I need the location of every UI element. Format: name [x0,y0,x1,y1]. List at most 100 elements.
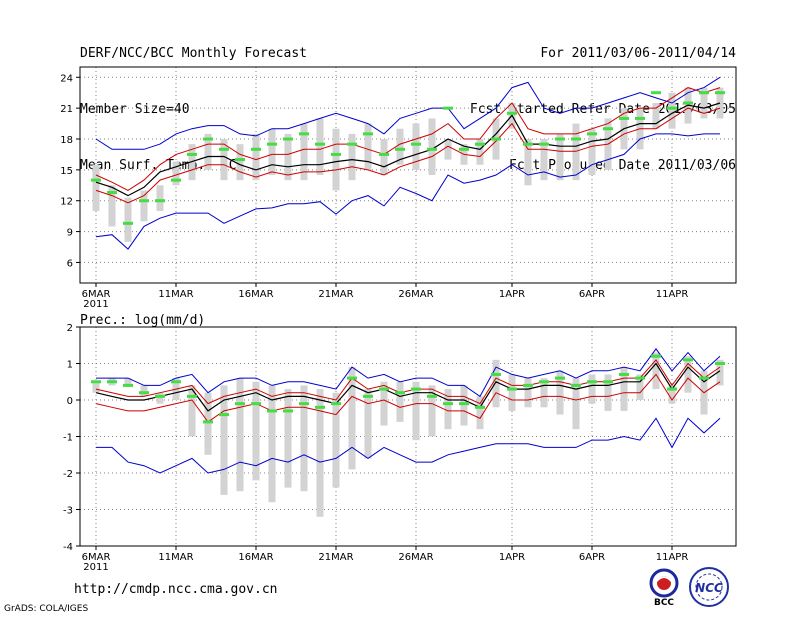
spread-box [524,139,532,186]
spread-box [156,185,164,211]
y-tick-label: 12 [60,197,73,208]
spread-box [556,370,564,415]
spread-box [364,123,372,170]
spread-box [700,87,708,119]
median-marker [683,101,693,105]
median-marker [603,127,613,131]
y-tick-label: 21 [60,104,73,115]
x-tick-label: 11APR [656,289,689,300]
median-marker [187,152,197,156]
spread-box [652,103,660,129]
median-marker [155,394,165,398]
spread-box [684,356,692,393]
median-marker [347,376,357,380]
median-marker [331,402,341,406]
x-tick-label: 11APR [656,552,689,563]
median-marker [491,137,501,141]
spread-box [716,359,724,386]
x-tick-label: 1APR [499,289,525,300]
median-marker [283,137,293,141]
series-mean-line [95,102,721,197]
spread-box [396,128,404,165]
median-marker [203,420,213,424]
series-min-line [96,417,721,474]
spread-box [508,374,516,411]
spread-box [300,385,308,492]
x-tick-label: 21MAR [318,289,353,300]
x-tick-label: 11MAR [158,552,193,563]
x-tick-label: 6APR [579,552,605,563]
median-marker [683,358,693,362]
spread-box [540,139,548,181]
median-marker [555,137,565,141]
spread-box [476,396,484,430]
median-marker [635,376,645,380]
bcc-logo-ring [649,568,679,598]
series-max-line [95,76,721,150]
spread-box [348,367,356,470]
median-marker [459,402,469,406]
spread-box [428,385,436,437]
median-marker [395,147,405,151]
series-upper-line [95,359,721,405]
median-marker [139,391,149,395]
bcc-logo-core [657,576,671,590]
y-tick-label: 18 [60,135,73,146]
y-tick-label: 0 [67,396,73,407]
median-marker [459,147,469,151]
median-marker [475,142,485,146]
x-tick-label: 6MAR [82,552,111,563]
median-marker [411,387,421,391]
median-marker [283,409,293,413]
spread-box [380,381,388,426]
y-tick-label: -4 [63,542,73,553]
spread-box [268,128,276,175]
median-marker [475,405,485,409]
spread-box [332,392,340,488]
spread-box [412,123,420,170]
median-marker [331,152,341,156]
spread-box [444,389,452,430]
median-marker [619,372,629,376]
bcc-logo-arc [654,576,674,584]
spread-box [620,367,628,411]
median-marker [107,380,117,384]
y-tick-label: 2 [67,323,73,334]
x-tick-label: 16MAR [238,552,273,563]
spread-box [204,392,212,455]
median-marker [427,147,437,151]
median-marker [219,413,229,417]
spread-box [92,164,100,211]
spread-box [444,139,452,160]
median-marker [187,394,197,398]
series-mean-line [95,362,721,412]
x-tick-label: 1APR [499,552,525,563]
plot-frame [79,66,737,284]
median-marker [491,372,501,376]
panel-temperature: 6 9 12 15 18 21 24 6MAR 11MAR 16MAR 21MAR 26MAR 1APR… [60,66,737,310]
x-tick-label: 16MAR [238,289,273,300]
bcc-logo: BCC [649,568,679,607]
spread-box [572,123,580,181]
x-tick-label: 26MAR [398,552,433,563]
x-year-label: 2011 [83,299,108,310]
y-tick-label: -3 [63,506,73,517]
spread-box [588,128,596,175]
median-marker [667,106,677,110]
source-url[interactable]: http://cmdp.ncc.cma.gov.cn [74,582,278,597]
median-marker [299,132,309,136]
median-marker [651,91,661,95]
spread-box [220,385,228,495]
y-tick-label: 6 [67,258,73,269]
spread-box [652,352,660,390]
spread-box [284,133,292,181]
median-marker [123,221,133,225]
spread-box [332,128,340,191]
spread-box [220,139,228,181]
spread-box [284,389,292,488]
median-marker [315,405,325,409]
median-marker [171,380,181,384]
ncc-logo-text: NCC [695,581,723,595]
